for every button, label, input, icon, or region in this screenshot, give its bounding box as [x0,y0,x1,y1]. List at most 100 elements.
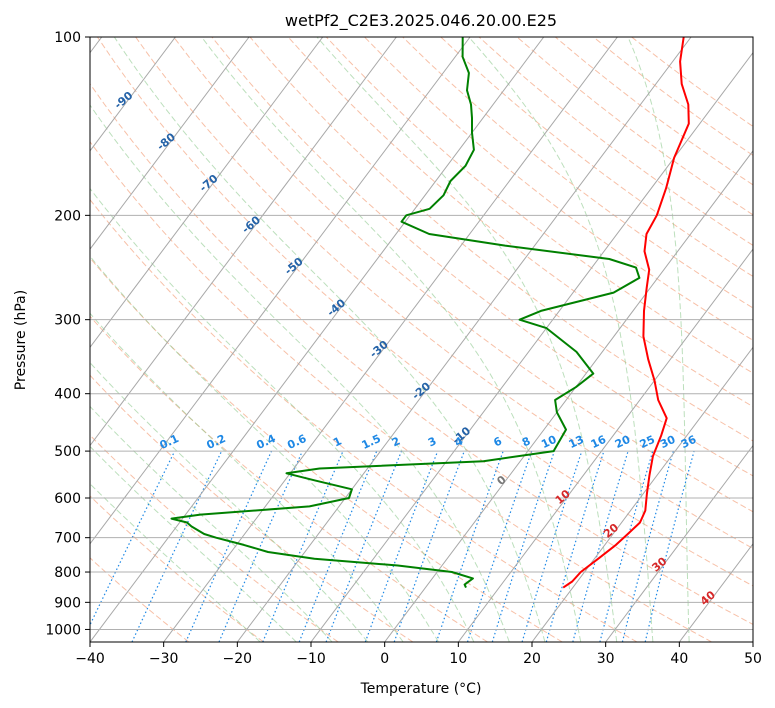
mixing-ratio-line [131,450,223,642]
dry-adiabat [554,37,753,186]
dry-adiabat [287,37,753,408]
y-tick-label: 600 [54,491,81,507]
skewed-isotherms [90,37,753,642]
axis-ticks: −40 −30 −20 −10 0 10 20 30 40 5010020030040050060… [45,30,762,667]
isotherm-line [384,150,753,642]
isotherm-line [90,37,250,250]
mixing-ratio-line [466,450,533,642]
moist-adiabats [90,37,690,642]
isotherm-line [678,542,753,642]
isotherm-line [457,248,753,642]
dry-adiabats [90,37,753,642]
isotherm-label: 10 [553,487,573,507]
moist-adiabat [90,104,510,642]
isotherm-line [90,37,471,545]
dry-adiabat [96,37,753,587]
dry-adiabat [90,557,190,642]
dry-adiabat [90,257,563,642]
isotherm-label: -40 [325,296,349,319]
mixing-ratio-line [90,450,176,627]
mixing-ratio-line [521,450,583,642]
x-tick-label: 0 [380,651,389,667]
mixing-ratio-line [599,450,654,642]
moist-adiabat [90,312,404,642]
mixing-ratio-lines [90,450,695,642]
isotherm-label: -70 [197,172,221,195]
mixing-ratio-label: 10 [539,433,559,451]
x-tick-label: 30 [597,651,615,667]
x-tick-label: 20 [523,651,541,667]
mixing-ratio-line [435,450,504,642]
dry-adiabat [90,83,753,625]
isotherm-line [310,51,753,642]
isotherm-line [90,37,176,152]
isotherm-line [531,346,753,642]
mixing-ratio-line [572,450,629,642]
mixing-ratio-label: 25 [638,433,657,451]
isotherm-label: 40 [698,588,718,608]
x-tick-label: −20 [223,651,253,667]
x-tick-label: −40 [75,651,105,667]
isotherm-line [90,37,545,642]
x-axis-label: Temperature (°C) [360,681,482,697]
y-axis-label: Pressure (hPa) [13,290,29,390]
mixing-ratio-label: 30 [658,433,678,451]
mixing-ratio-line [185,450,273,642]
y-tick-label: 200 [54,208,81,224]
y-tick-label: 1000 [45,622,81,638]
dry-adiabat [402,37,753,309]
isotherm-line [90,37,324,349]
moist-adiabat [90,361,369,642]
moist-adiabat [90,187,475,642]
isotherm-label: -20 [410,379,434,402]
dry-adiabat [90,198,638,642]
mixing-ratio-label: 13 [567,433,586,451]
moist-adiabat [627,37,690,642]
y-tick-label: 100 [54,30,81,46]
dry-adiabat [211,37,753,477]
moist-adiabat [201,37,582,642]
y-tick-label: 800 [54,565,81,581]
mixing-ratio-label: 20 [613,433,633,451]
dry-adiabat [90,374,414,642]
mixing-ratio-line [364,450,439,642]
dry-adiabat [478,37,753,246]
mixing-ratio-line [262,450,344,642]
background-line-labels: 0.1 0.2 0.4 0.6 1 1.5 2 3 4 6 8 10 13 16 20 25 30 36-90-8… [112,89,718,608]
mixing-ratio-label: 2 [390,434,402,449]
dewpoint-line [170,37,641,589]
mixing-ratio-label: 3 [426,434,438,449]
isotherm-label: -30 [367,338,391,361]
plot-frame [89,36,754,643]
mixing-ratio-label: 16 [589,433,609,451]
isotherm-label: 0 [494,473,508,488]
isotherm-line [605,444,753,642]
mixing-ratio-line [644,450,695,642]
mixing-ratio-label: 0.4 [254,432,277,452]
dry-adiabat [90,140,712,642]
mixing-ratio-label: 36 [679,433,699,451]
x-tick-label: −10 [296,651,326,667]
isotherm-line [90,37,397,447]
y-tick-label: 500 [54,444,81,460]
y-tick-label: 400 [54,387,81,403]
y-tick-label: 300 [54,313,81,329]
mixing-ratio-label: 0.1 [158,432,181,452]
moist-adiabat [90,405,333,642]
x-tick-label: −30 [149,651,179,667]
mixing-ratio-line [393,450,465,642]
moist-adiabat [90,255,439,642]
y-tick-label: 700 [54,531,81,547]
sounding-lines [170,37,690,589]
isotherm-line [236,37,692,642]
dry-adiabat [364,37,753,341]
x-tick-label: 50 [744,651,762,667]
temperature-line [562,37,690,589]
chart-title: wetPf2_C2E3.2025.046.20.00.E25 [285,11,557,31]
dry-adiabat [173,37,753,513]
isotherm-label: -90 [112,89,136,112]
moist-adiabat [468,37,654,642]
y-tick-label: 900 [54,595,81,611]
